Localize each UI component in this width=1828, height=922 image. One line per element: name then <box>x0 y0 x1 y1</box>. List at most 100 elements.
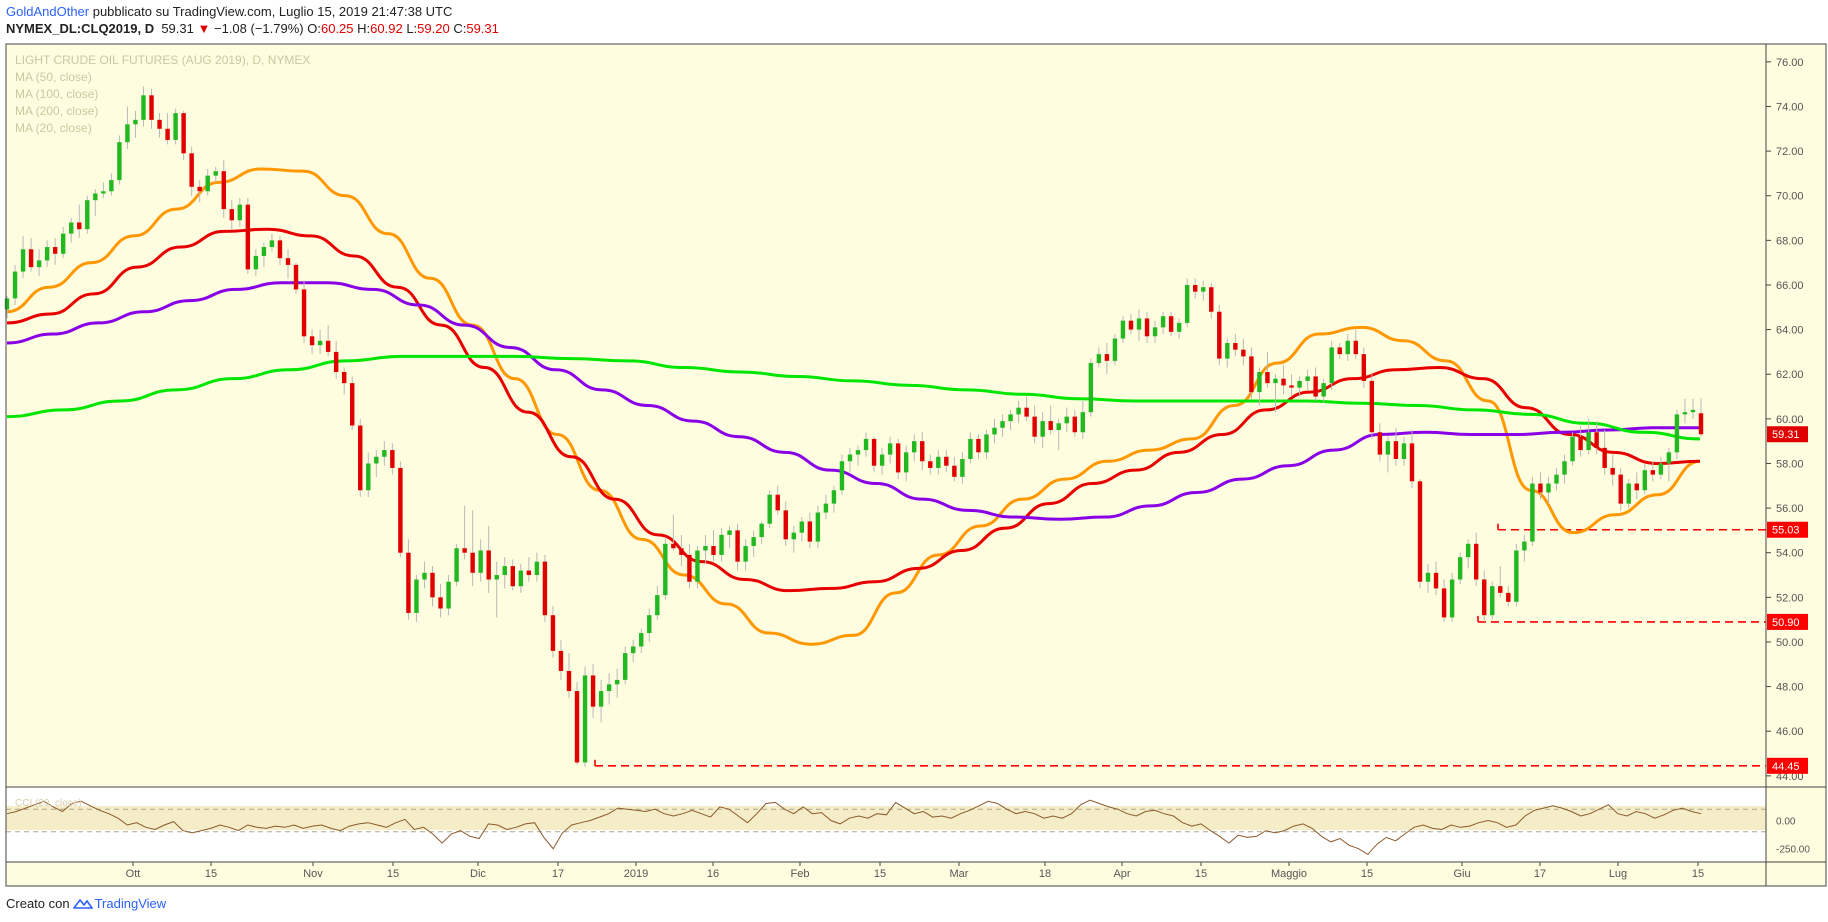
time-tick-label: 15 <box>874 868 886 880</box>
candle <box>149 88 154 129</box>
tradingview-link[interactable]: TradingView <box>94 896 167 911</box>
candle <box>4 296 10 319</box>
candle <box>1522 534 1527 562</box>
candle <box>1385 436 1391 473</box>
candle <box>237 197 243 227</box>
candle <box>301 280 307 343</box>
candle <box>695 546 700 589</box>
tradingview-logo-icon <box>72 898 93 909</box>
candle <box>727 525 732 549</box>
ma-line <box>6 354 1701 441</box>
candle <box>414 575 419 622</box>
candle <box>1562 454 1567 484</box>
price-tick-label: 70.00 <box>1776 191 1804 203</box>
candle <box>1401 436 1407 466</box>
candle <box>60 226 66 259</box>
price-label-bg <box>1767 426 1808 443</box>
high-value: 60.92 <box>370 21 403 36</box>
candle <box>1080 400 1086 439</box>
candle <box>205 168 210 196</box>
candle <box>1449 572 1455 622</box>
candle <box>1554 467 1559 491</box>
candle <box>366 452 371 497</box>
candle <box>550 606 556 658</box>
candle <box>1666 447 1672 482</box>
candle <box>1040 412 1045 448</box>
legend-ma100: MA (100, close) <box>15 87 98 101</box>
candle <box>526 557 532 582</box>
author-link[interactable]: GoldAndOther <box>6 4 90 19</box>
candle <box>1257 367 1262 406</box>
chart-frame <box>5 43 1827 887</box>
candle <box>101 182 106 198</box>
candle <box>518 563 524 593</box>
time-tick-label: 16 <box>707 868 719 880</box>
candle <box>189 146 194 196</box>
candle <box>1658 456 1664 480</box>
candle <box>1490 581 1495 620</box>
candle <box>711 530 716 562</box>
candle <box>173 108 178 145</box>
candle <box>1473 532 1479 587</box>
price-tick-label: 74.00 <box>1776 101 1804 113</box>
candle <box>976 434 981 460</box>
candle <box>293 262 299 294</box>
candle <box>502 557 507 589</box>
candle <box>1273 374 1278 413</box>
candle <box>1176 318 1182 339</box>
candle <box>1377 423 1383 462</box>
candle <box>28 238 34 272</box>
cci-band <box>6 806 1766 830</box>
candle <box>390 443 395 475</box>
candle <box>1016 400 1021 424</box>
candle <box>1297 376 1302 397</box>
candle <box>1417 479 1423 589</box>
price-label: 59.31 <box>1772 429 1800 441</box>
change-value: −1.08 (−1.79%) <box>214 21 304 36</box>
candle <box>631 639 636 663</box>
close-label: C: <box>453 21 467 36</box>
candle <box>1626 479 1631 509</box>
symbol-label: NYMEX_DL:CLQ2019, D <box>6 21 155 36</box>
candle <box>478 539 483 582</box>
price-label-bg <box>1767 757 1808 774</box>
candle <box>815 505 821 549</box>
candle <box>125 106 130 149</box>
candle <box>213 166 218 183</box>
candle <box>895 438 901 480</box>
candle <box>1201 280 1206 301</box>
candle <box>1072 409 1077 437</box>
candle <box>69 218 74 243</box>
candle <box>285 249 291 279</box>
candle <box>1112 334 1118 366</box>
chart-title: LIGHT CRUDE OIL FUTURES (AUG 2019), D, N… <box>15 53 310 67</box>
candle <box>1409 430 1415 489</box>
candle <box>863 432 869 457</box>
candle <box>229 200 235 230</box>
candle <box>1168 311 1174 337</box>
time-tick-label: Maggio <box>1271 868 1307 880</box>
candle <box>462 505 467 560</box>
candle <box>960 452 965 484</box>
time-tick-label: Nov <box>303 868 323 880</box>
candle <box>1064 407 1069 433</box>
low-value: 59.20 <box>417 21 450 36</box>
time-tick-label: Lug <box>1609 868 1627 880</box>
candle <box>606 673 612 705</box>
candle <box>558 639 564 680</box>
time-tick-label: Giu <box>1453 868 1470 880</box>
price-tick-label: 62.00 <box>1776 369 1804 381</box>
price-axis-background <box>1766 44 1826 886</box>
candle <box>871 436 877 473</box>
candle <box>117 135 122 185</box>
candle <box>1650 461 1656 482</box>
time-tick-label: 15 <box>1195 868 1207 880</box>
candle <box>1570 432 1575 466</box>
high-label: H: <box>357 21 371 36</box>
candle <box>430 566 435 607</box>
candle <box>277 235 283 265</box>
candle <box>1369 374 1375 439</box>
price-tick-label: 50.00 <box>1776 637 1804 649</box>
candle <box>1225 338 1230 368</box>
